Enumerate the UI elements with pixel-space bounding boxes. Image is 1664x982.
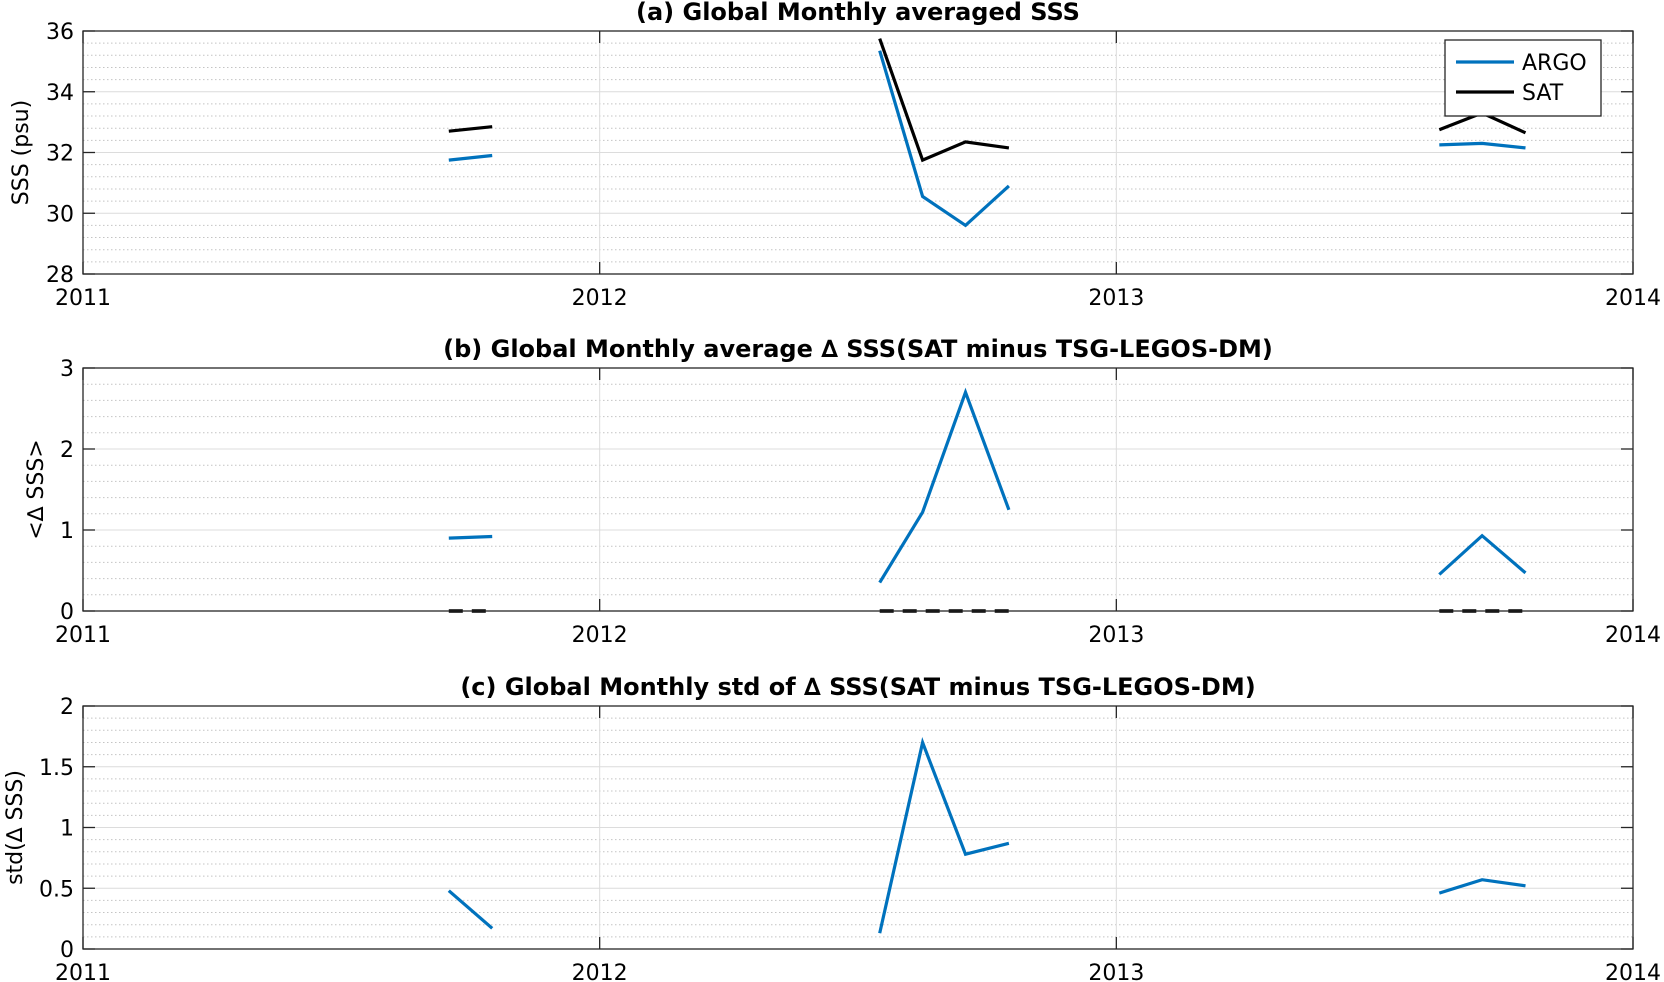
- legend-label-argo: ARGO: [1522, 51, 1587, 76]
- x-tick-label: 2013: [1088, 286, 1144, 311]
- x-tick-label: 2011: [55, 961, 111, 982]
- legend-box: [1444, 39, 1602, 117]
- x-tick-label: 2014: [1605, 623, 1661, 648]
- x-tick-label: 2014: [1605, 961, 1661, 982]
- series-line-0-segment: [878, 387, 1011, 584]
- series-argo-segment: [448, 153, 493, 162]
- series-line-0-segment: [448, 534, 493, 540]
- y-tick-label: 2: [60, 438, 74, 463]
- y-tick-label: 2: [60, 695, 74, 720]
- chart-title: (a) Global Monthly averaged SSS: [636, 0, 1080, 26]
- y-tick-label: 36: [46, 20, 74, 45]
- x-tick-label: 2014: [1605, 286, 1661, 311]
- chart-title: (b) Global Monthly average ∆ SSS(SAT min…: [443, 335, 1273, 363]
- x-tick-label: 2013: [1088, 961, 1144, 982]
- y-tick-label: 28: [46, 263, 74, 288]
- x-tick-label: 2012: [572, 961, 628, 982]
- series-line-0-segment: [878, 736, 1010, 934]
- y-tick-label: 1: [60, 817, 74, 842]
- legend: ARGO SAT: [1444, 39, 1602, 117]
- series-argo-segment: [878, 50, 1010, 228]
- series-line-0-segment: [1438, 878, 1526, 895]
- series-line-0-segment: [1438, 533, 1527, 576]
- series-argo-segment: [1439, 141, 1526, 150]
- chart-title: (c) Global Monthly std of ∆ SSS(SAT minu…: [460, 673, 1255, 701]
- y-axis-label: SSS (psu): [9, 100, 34, 205]
- y-tick-label: 30: [46, 202, 74, 227]
- y-tick-label: 1.5: [39, 756, 74, 781]
- x-tick-label: 2012: [572, 623, 628, 648]
- series-sat-segment: [448, 125, 493, 133]
- y-tick-label: 32: [46, 142, 74, 167]
- y-tick-label: 34: [46, 81, 74, 106]
- y-tick-label: 3: [60, 357, 74, 382]
- y-tick-label: 1: [60, 519, 74, 544]
- y-axis-label: <∆ SSS>: [24, 439, 49, 539]
- series-line-0-segment: [447, 889, 494, 930]
- axes-box: [82, 367, 1634, 612]
- y-tick-label: 0: [60, 600, 74, 625]
- chart-panel-2: 2011 2012 2013 2014 0 0.5 1 1.5 2 (c) Global Mont…: [3, 673, 1661, 982]
- x-tick-label: 2011: [55, 623, 111, 648]
- series-sat-segment: [878, 38, 1010, 163]
- legend-label-sat: SAT: [1522, 81, 1564, 106]
- x-tick-label: 2012: [572, 286, 628, 311]
- chart-panel-0: 2011 2012 2013 2014 28 30 32 34 36 (a) Global Mon…: [9, 0, 1661, 311]
- y-tick-label: 0.5: [39, 877, 74, 902]
- x-tick-label: 2011: [55, 286, 111, 311]
- chart-panel-1: 2011 2012 2013 2014 0 1 2 3 (b) Global Monthly a…: [24, 335, 1661, 648]
- y-axis-label: std(∆ SSS): [3, 770, 28, 885]
- y-tick-label: 0: [60, 938, 74, 963]
- x-tick-label: 2013: [1088, 623, 1144, 648]
